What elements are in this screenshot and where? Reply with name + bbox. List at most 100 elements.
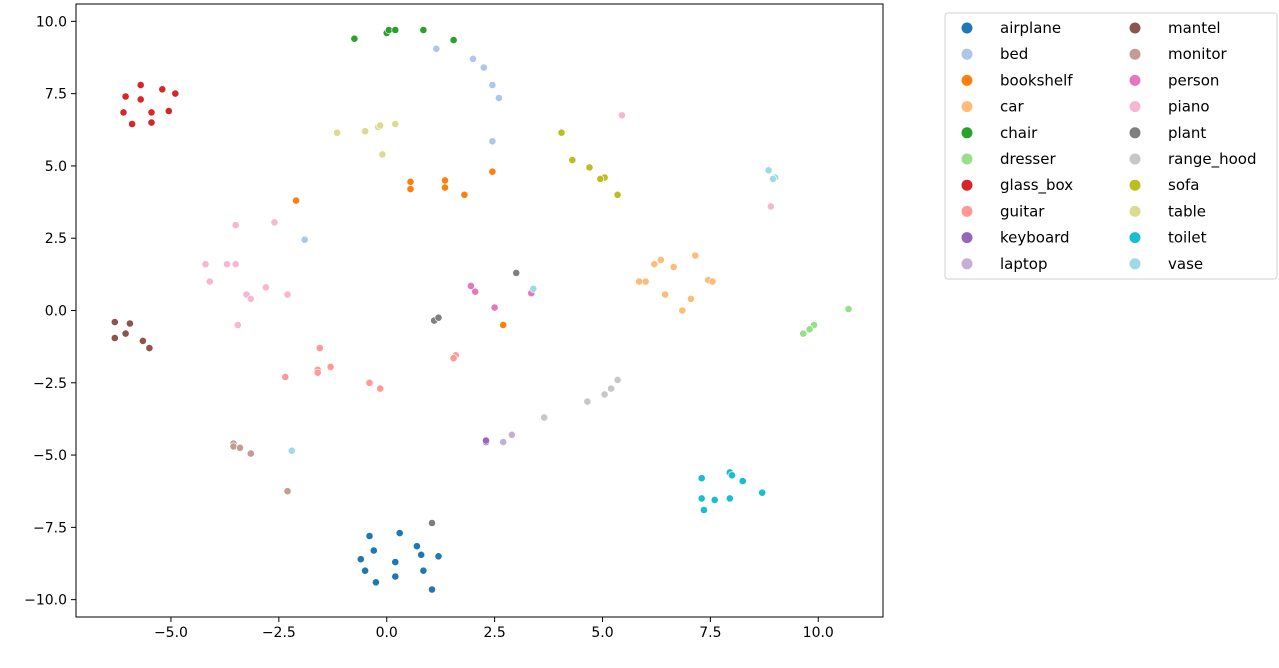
- point-vase: [764, 166, 773, 175]
- point-monitor: [236, 443, 244, 452]
- point-mantel: [125, 319, 134, 328]
- point-airplane: [417, 550, 426, 559]
- point-car: [691, 251, 700, 260]
- legend-marker-glass-box: [961, 179, 973, 191]
- point-mantel: [110, 334, 119, 342]
- point-glass-box: [147, 118, 156, 127]
- point-range-hood: [540, 413, 549, 422]
- legend-marker-table: [1129, 205, 1141, 217]
- point-toilet: [725, 494, 734, 503]
- point-chair: [350, 34, 359, 43]
- point-bed: [494, 94, 503, 102]
- legend-label-guitar: guitar: [1000, 202, 1045, 220]
- legend-label-vase: vase: [1168, 255, 1203, 273]
- legend-label-chair: chair: [1000, 124, 1038, 142]
- legend-marker-person: [1129, 74, 1141, 86]
- point-glass-box: [128, 120, 136, 128]
- point-piano: [233, 321, 242, 329]
- point-bookshelf: [406, 177, 415, 186]
- legend-label-person: person: [1168, 71, 1219, 89]
- point-airplane: [371, 578, 380, 587]
- point-guitar: [449, 354, 458, 363]
- legend-label-bookshelf: bookshelf: [1000, 71, 1073, 89]
- legend-marker-plant: [1129, 127, 1141, 139]
- point-piano: [231, 260, 240, 269]
- point-person: [466, 281, 475, 290]
- legend-label-glass-box: glass_box: [1000, 176, 1073, 195]
- point-piano: [618, 111, 626, 120]
- point-glass-box: [147, 108, 156, 117]
- point-plant: [512, 268, 521, 277]
- point-table: [361, 127, 369, 136]
- x-tick-label: −5.0: [154, 625, 188, 641]
- point-mantel: [121, 329, 130, 338]
- legend-label-table: table: [1168, 202, 1206, 220]
- point-monitor: [283, 487, 292, 496]
- point-chair: [391, 26, 400, 34]
- legend-marker-car: [961, 101, 973, 113]
- point-vase: [769, 174, 777, 183]
- point-sofa: [585, 163, 594, 172]
- point-car: [656, 255, 665, 264]
- point-bed: [300, 235, 309, 244]
- point-sofa: [557, 128, 566, 137]
- legend-label-mantel: mantel: [1168, 19, 1221, 37]
- point-car: [669, 263, 678, 271]
- legend-marker-airplane: [961, 22, 973, 34]
- point-vase: [287, 446, 296, 455]
- legend-marker-piano: [1129, 101, 1141, 113]
- point-bookshelf: [488, 167, 497, 176]
- point-guitar: [313, 368, 322, 377]
- point-toilet: [710, 495, 719, 504]
- point-laptop: [499, 438, 508, 446]
- point-plant: [434, 313, 443, 322]
- point-airplane: [369, 546, 378, 555]
- legend-label-toilet: toilet: [1168, 229, 1207, 247]
- point-airplane: [391, 572, 400, 581]
- y-tick-label: −2.5: [33, 376, 67, 392]
- point-chair: [449, 36, 458, 44]
- legend-marker-guitar: [961, 205, 973, 217]
- point-car: [661, 290, 669, 299]
- legend-marker-chair: [961, 127, 973, 139]
- point-glass-box: [121, 92, 130, 101]
- point-bookshelf: [406, 185, 415, 193]
- point-dresser: [844, 305, 853, 313]
- legend-label-sofa: sofa: [1168, 176, 1199, 194]
- point-monitor: [229, 442, 238, 451]
- legend-label-keyboard: keyboard: [1000, 229, 1070, 247]
- point-piano: [223, 260, 231, 269]
- point-car: [678, 306, 687, 315]
- point-glass-box: [119, 108, 128, 117]
- x-tick-label: 7.5: [699, 625, 721, 641]
- point-table: [333, 128, 341, 137]
- legend-label-dresser: dresser: [1000, 150, 1056, 168]
- point-laptop: [507, 430, 516, 439]
- point-car: [635, 277, 644, 286]
- point-guitar: [376, 384, 385, 393]
- point-car: [687, 294, 695, 303]
- point-bed: [432, 44, 441, 53]
- legend-label-range-hood: range_hood: [1168, 150, 1257, 169]
- legend-marker-range-hood: [1129, 153, 1141, 165]
- point-airplane: [361, 566, 369, 575]
- legend-label-piano: piano: [1168, 98, 1210, 116]
- point-guitar: [365, 378, 374, 387]
- point-person: [471, 287, 480, 296]
- point-toilet: [700, 506, 708, 514]
- point-toilet: [758, 488, 767, 497]
- y-tick-label: −10.0: [24, 593, 67, 609]
- point-airplane: [434, 552, 443, 561]
- legend-marker-toilet: [1129, 232, 1141, 244]
- points-layer: [110, 26, 853, 594]
- legend-label-plant: plant: [1168, 124, 1206, 142]
- point-keyboard: [482, 436, 490, 445]
- point-piano: [766, 202, 775, 211]
- point-airplane: [395, 529, 404, 537]
- x-tick-label: 10.0: [803, 625, 834, 641]
- point-guitar: [281, 373, 290, 381]
- point-toilet: [697, 474, 706, 483]
- y-tick-label: 5.0: [45, 159, 67, 175]
